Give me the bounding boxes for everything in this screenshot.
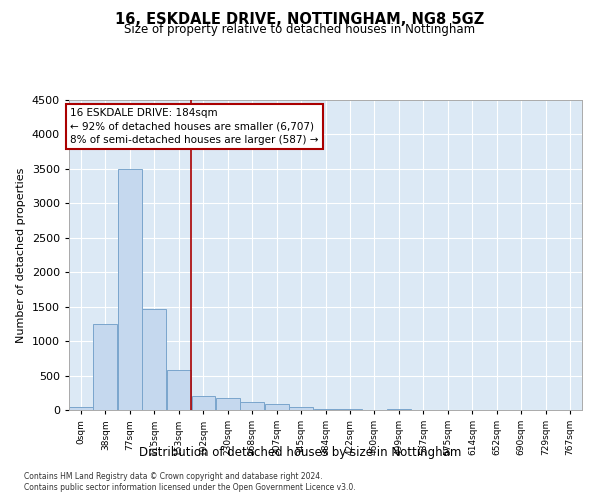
Y-axis label: Number of detached properties: Number of detached properties [16,168,26,342]
Bar [167,370,191,410]
Text: 16, ESKDALE DRIVE, NOTTINGHAM, NG8 5GZ: 16, ESKDALE DRIVE, NOTTINGHAM, NG8 5GZ [115,12,485,28]
Text: Contains HM Land Registry data © Crown copyright and database right 2024.: Contains HM Land Registry data © Crown c… [24,472,323,481]
Bar [118,169,142,410]
Bar [240,402,264,410]
Bar [314,408,338,410]
Text: 16 ESKDALE DRIVE: 184sqm
← 92% of detached houses are smaller (6,707)
8% of semi: 16 ESKDALE DRIVE: 184sqm ← 92% of detach… [70,108,319,144]
Text: Size of property relative to detached houses in Nottingham: Size of property relative to detached ho… [124,22,476,36]
Text: Distribution of detached houses by size in Nottingham: Distribution of detached houses by size … [139,446,461,459]
Bar [216,398,239,410]
Bar [265,404,289,410]
Text: Contains public sector information licensed under the Open Government Licence v3: Contains public sector information licen… [24,484,356,492]
Bar [289,406,313,410]
Bar [191,396,215,410]
Bar [142,310,166,410]
Bar [94,324,117,410]
Bar [69,407,93,410]
